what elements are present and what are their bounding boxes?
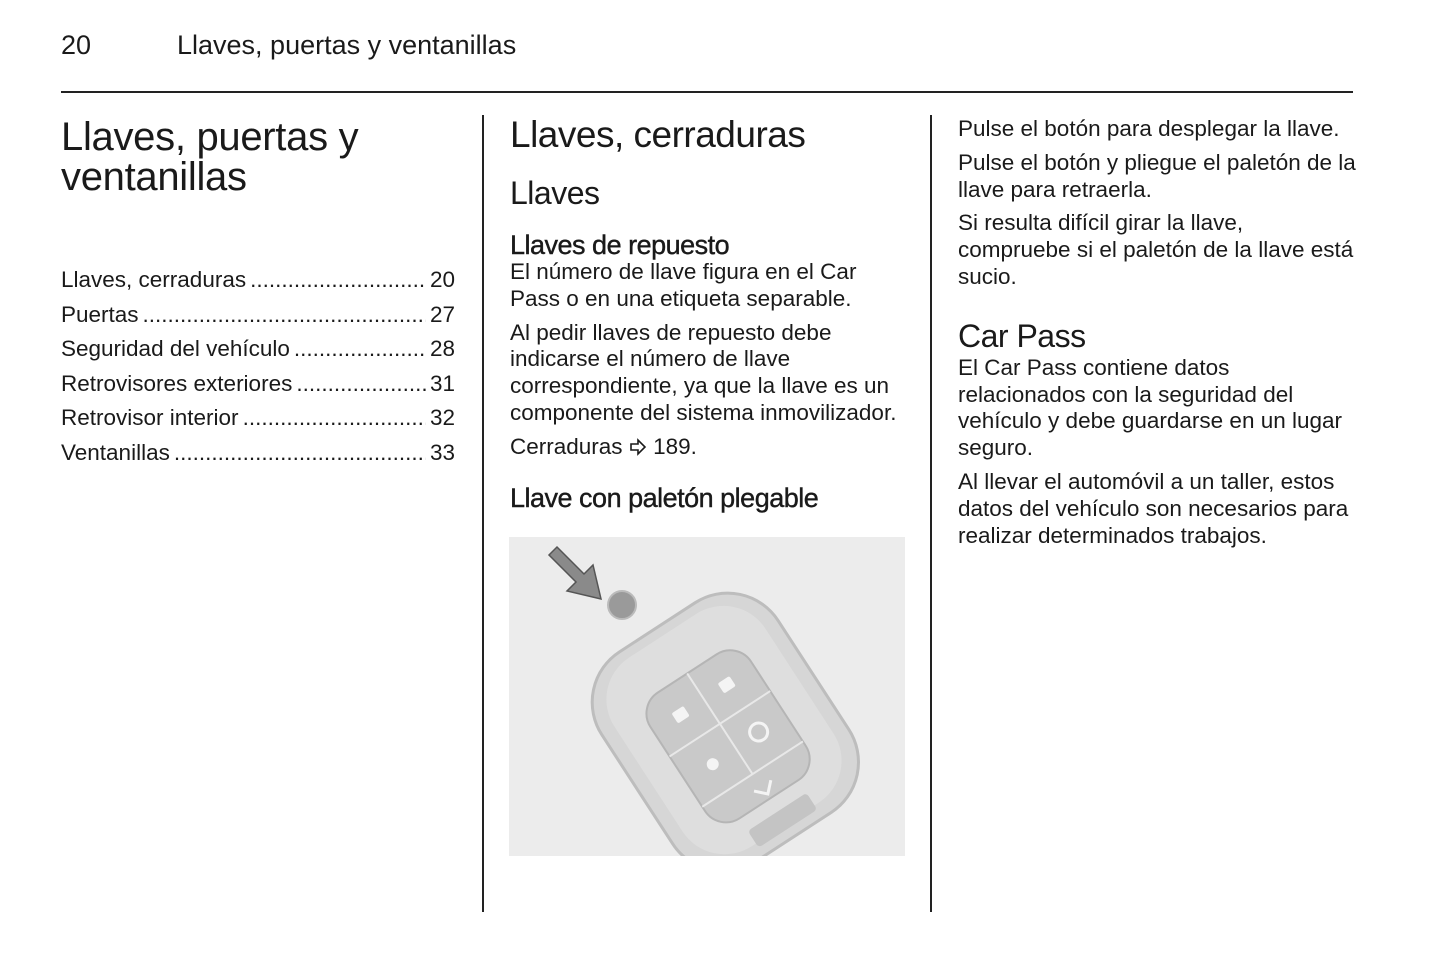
section-title: Llaves, cerraduras [510, 114, 806, 155]
toc-item[interactable]: Retrovisores exteriores 31 [61, 371, 455, 406]
paragraph: Al pedir llaves de repuesto debe indicar… [510, 319, 897, 425]
folding-key-illustration [509, 537, 905, 873]
car-pass-heading: Car Pass [958, 317, 1086, 354]
toc-label: Retrovisores exteriores [61, 370, 293, 396]
toc-label: Ventanillas [61, 439, 170, 465]
toc-page: 28 [429, 336, 455, 361]
toc-label: Puertas [61, 301, 139, 327]
toc-item[interactable]: Retrovisor interior 32 [61, 405, 455, 440]
paragraph: El Car Pass contiene datos relacionados … [958, 354, 1343, 461]
xref-text: Cerraduras [510, 433, 623, 459]
toc-label: Seguridad del vehículo [61, 336, 290, 361]
toc-page: 33 [429, 439, 455, 465]
running-title: Llaves, puertas y ventanillas [177, 30, 517, 60]
toc-item[interactable]: Puertas 27 [61, 302, 455, 337]
column-2: Llaves, cerraduras Llaves Llaves de repu… [510, 115, 908, 513]
toc-label: Llaves, cerraduras [61, 267, 247, 292]
toc-item[interactable]: Llaves, cerraduras 20 [61, 267, 455, 302]
column-divider [930, 115, 932, 912]
chapter-title: Llaves, puertas y ventanillas [61, 115, 359, 199]
dot-leader [143, 302, 426, 328]
toc-item[interactable]: Ventanillas 33 [61, 440, 455, 475]
dot-leader [250, 267, 426, 293]
paragraph: Al llevar el automóvil a un taller, esto… [958, 468, 1349, 548]
toc-item[interactable]: Seguridad del vehículo 28 [61, 336, 455, 371]
toc-page: 27 [429, 301, 455, 327]
toc-page: 31 [429, 370, 455, 396]
arrow-right-outline-icon [629, 434, 647, 459]
toc-label: Retrovisor interior [61, 405, 239, 430]
toc-page: 32 [429, 405, 455, 430]
header-rule [61, 91, 1353, 93]
subsection-title: Llaves [510, 175, 600, 211]
page-number: 20 [61, 30, 92, 60]
key-fob [590, 591, 860, 873]
cross-reference[interactable]: Cerraduras 189. [510, 434, 908, 461]
dot-leader [174, 440, 426, 466]
paragraph: El número de llave figura en el Car Pass… [510, 259, 857, 311]
xref-page: 189. [653, 433, 697, 459]
paragraph: Pulse el botón y pliegue el paletón de l… [958, 149, 1356, 202]
spare-keys-heading: Llaves de repuesto [510, 230, 730, 260]
arrow-icon [547, 545, 603, 601]
paragraph: Si resulta difícil girar la llave, compr… [958, 210, 1354, 289]
folding-key-heading: Llave con paletón plegable [510, 482, 819, 513]
dot-leader [294, 336, 426, 362]
dot-leader [243, 405, 426, 431]
release-button [607, 590, 637, 620]
table-of-contents: Llaves, cerraduras 20 Puertas 27 Seguridad… [61, 267, 455, 474]
paragraph: Pulse el botón para desplegar la llave. [958, 116, 1340, 141]
chapter-title-block: Llaves, puertas y ventanillas [61, 117, 391, 197]
dot-leader [296, 371, 426, 397]
column-3: Pulse el botón para desplegar la llave. … [958, 116, 1358, 556]
column-divider [482, 115, 484, 912]
toc-page: 20 [429, 267, 455, 292]
